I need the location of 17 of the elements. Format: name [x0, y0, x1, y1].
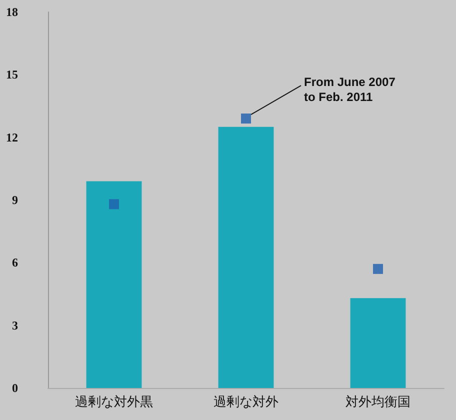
y-tick-label: 3: [12, 318, 18, 332]
x-tick-label: 過剰な対外黒: [75, 394, 153, 410]
y-tick-label: 6: [12, 256, 18, 270]
bar: [218, 126, 274, 388]
y-tick-label: 12: [6, 130, 18, 144]
point: [373, 264, 383, 274]
y-tick-label: 18: [6, 5, 18, 19]
y-tick-label: 0: [12, 381, 18, 395]
y-tick-label: 15: [6, 68, 18, 82]
bar: [350, 298, 406, 388]
x-tick-label: 過剰な対外: [214, 394, 278, 410]
point: [241, 114, 251, 124]
y-tick-label: 9: [12, 193, 18, 207]
point: [109, 199, 119, 210]
annotation: From June 2007 to Feb. 2011: [304, 75, 396, 104]
bar: [86, 181, 142, 388]
x-tick-label: 対外均衡国: [346, 394, 410, 410]
